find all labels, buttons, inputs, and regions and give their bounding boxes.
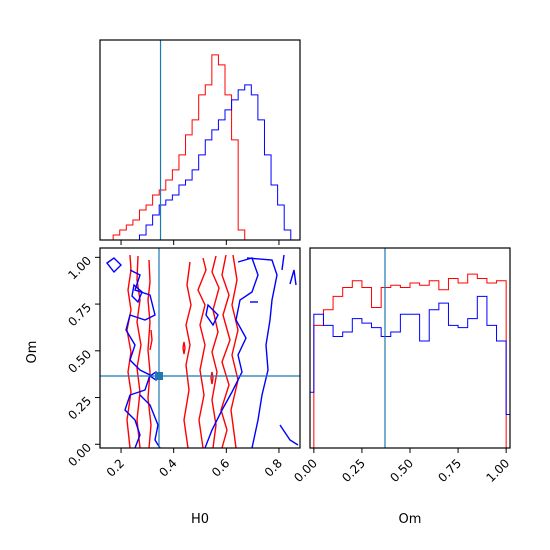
contour-blob: [289, 269, 297, 286]
truth-marker: [155, 372, 163, 380]
contour-line: [211, 255, 220, 448]
contour-line: [246, 257, 278, 448]
y-axis-label: Om: [25, 341, 40, 364]
contour-line: [136, 255, 142, 448]
panel-frame: [99, 39, 301, 241]
panel-frame: [309, 247, 511, 449]
contour-line: [124, 269, 156, 448]
x-tick-label: 0.25: [339, 456, 368, 485]
contour-blob: [210, 371, 214, 385]
x-axis-label: H0: [191, 512, 209, 527]
contour-blob: [205, 303, 219, 327]
x-tick-label: 0.50: [387, 456, 416, 485]
contour-line: [279, 424, 299, 446]
contour-blob: [131, 283, 143, 304]
contours-series-a: [126, 254, 239, 448]
panel-contour-H0-Om: 0.2 0.4 0.6 0.8 0.00 0.25 0.50 0.75 1.00 H0 Om: [25, 247, 301, 527]
y-tick-label: 0.00: [65, 440, 94, 469]
y-tick-label: 0.25: [65, 394, 94, 423]
contour-line: [126, 254, 132, 448]
contour-line: [204, 257, 259, 448]
contour-blob: [149, 329, 153, 351]
panel-hist-H0: [99, 39, 301, 245]
histogram-series-blue: [100, 84, 298, 241]
panel-frame: [99, 247, 301, 449]
x-tick-label: 0.6: [209, 456, 232, 479]
x-axis-label: Om: [399, 512, 422, 527]
y-tick-label: 1.00: [65, 254, 94, 283]
contour-blob: [182, 341, 186, 355]
y-tick-label: 0.75: [65, 300, 94, 329]
contour-line: [147, 259, 152, 448]
x-tick-label: 1.00: [483, 456, 512, 485]
contours-series-b: [105, 254, 299, 448]
x-tick-label: 0.4: [156, 456, 179, 479]
contour-line: [230, 254, 239, 448]
contour-line: [197, 257, 207, 448]
contour-line: [183, 261, 192, 448]
contour-blob: [281, 254, 285, 271]
contour-line: [139, 394, 161, 448]
contour-blob: [105, 257, 122, 274]
contour-line: [220, 254, 231, 448]
histogram-series-red: [310, 273, 510, 449]
y-tick-label: 0.50: [65, 347, 94, 376]
x-tick-label: 0.8: [262, 456, 285, 479]
x-tick-label: 0.00: [291, 456, 320, 485]
histogram-series-blue: [309, 295, 511, 448]
histogram-series-red: [100, 54, 298, 241]
panel-hist-Om: 0.00 0.25 0.50 0.75 1.00 Om: [291, 247, 512, 527]
x-tick-label: 0.2: [104, 456, 127, 479]
x-tick-label: 0.75: [435, 456, 464, 485]
